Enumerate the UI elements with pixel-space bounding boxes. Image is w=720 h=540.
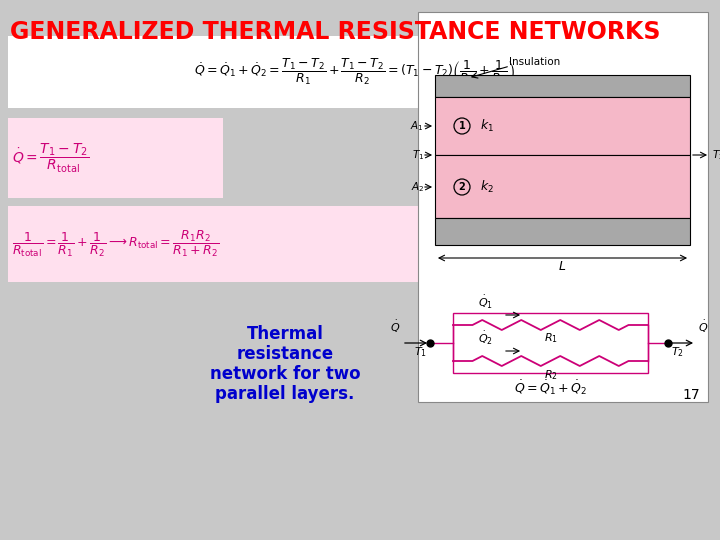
Text: $\dot{Q}_1$: $\dot{Q}_1$	[478, 294, 493, 311]
Text: Insulation: Insulation	[509, 57, 561, 67]
Text: $\dfrac{1}{R_{\mathrm{total}}} = \dfrac{1}{R_1} + \dfrac{1}{R_2} \longrightarrow: $\dfrac{1}{R_{\mathrm{total}}} = \dfrac{…	[12, 229, 220, 259]
Text: $T_1$: $T_1$	[412, 148, 424, 162]
Text: Thermal: Thermal	[246, 325, 323, 343]
Text: $\dot{Q} = \dot{Q}_1 + \dot{Q}_2 = \dfrac{T_1 - T_2}{R_1} + \dfrac{T_1 - T_2}{R_: $\dot{Q} = \dot{Q}_1 + \dot{Q}_2 = \dfra…	[194, 57, 516, 87]
FancyBboxPatch shape	[435, 218, 690, 245]
FancyBboxPatch shape	[8, 36, 708, 108]
Text: $R_1$: $R_1$	[544, 331, 557, 345]
FancyBboxPatch shape	[8, 118, 223, 198]
Text: $T_2$: $T_2$	[712, 148, 720, 162]
Text: GENERALIZED THERMAL RESISTANCE NETWORKS: GENERALIZED THERMAL RESISTANCE NETWORKS	[10, 20, 660, 44]
FancyBboxPatch shape	[8, 206, 448, 282]
FancyBboxPatch shape	[453, 313, 648, 373]
Text: $\dot{Q}$: $\dot{Q}$	[390, 319, 400, 335]
FancyBboxPatch shape	[418, 12, 708, 402]
Text: resistance: resistance	[236, 345, 333, 363]
Text: $R_2$: $R_2$	[544, 368, 557, 382]
FancyBboxPatch shape	[435, 75, 690, 97]
Text: 17: 17	[683, 388, 700, 402]
Text: $\dot{Q}$: $\dot{Q}$	[698, 319, 708, 335]
Text: parallel layers.: parallel layers.	[215, 385, 355, 403]
Text: $A_1$: $A_1$	[410, 119, 424, 133]
Text: $L$: $L$	[559, 260, 567, 273]
Text: $\dot{Q} = \dfrac{T_1 - T_2}{R_{\mathrm{total}}}$: $\dot{Q} = \dfrac{T_1 - T_2}{R_{\mathrm{…	[12, 141, 89, 174]
Text: $T_2$: $T_2$	[671, 345, 684, 359]
FancyBboxPatch shape	[435, 155, 690, 218]
Text: 1: 1	[459, 121, 465, 131]
Text: $k_2$: $k_2$	[480, 179, 494, 195]
Text: network for two: network for two	[210, 365, 360, 383]
Text: 2: 2	[459, 182, 465, 192]
Text: $T_1$: $T_1$	[414, 345, 427, 359]
Text: $\dot{Q} = \dot{Q}_1 + \dot{Q}_2$: $\dot{Q} = \dot{Q}_1 + \dot{Q}_2$	[514, 379, 587, 397]
Text: $A_2$: $A_2$	[410, 180, 424, 194]
Text: $\dot{Q}_2$: $\dot{Q}_2$	[478, 330, 493, 347]
Text: $k_1$: $k_1$	[480, 118, 494, 134]
FancyBboxPatch shape	[435, 97, 690, 155]
